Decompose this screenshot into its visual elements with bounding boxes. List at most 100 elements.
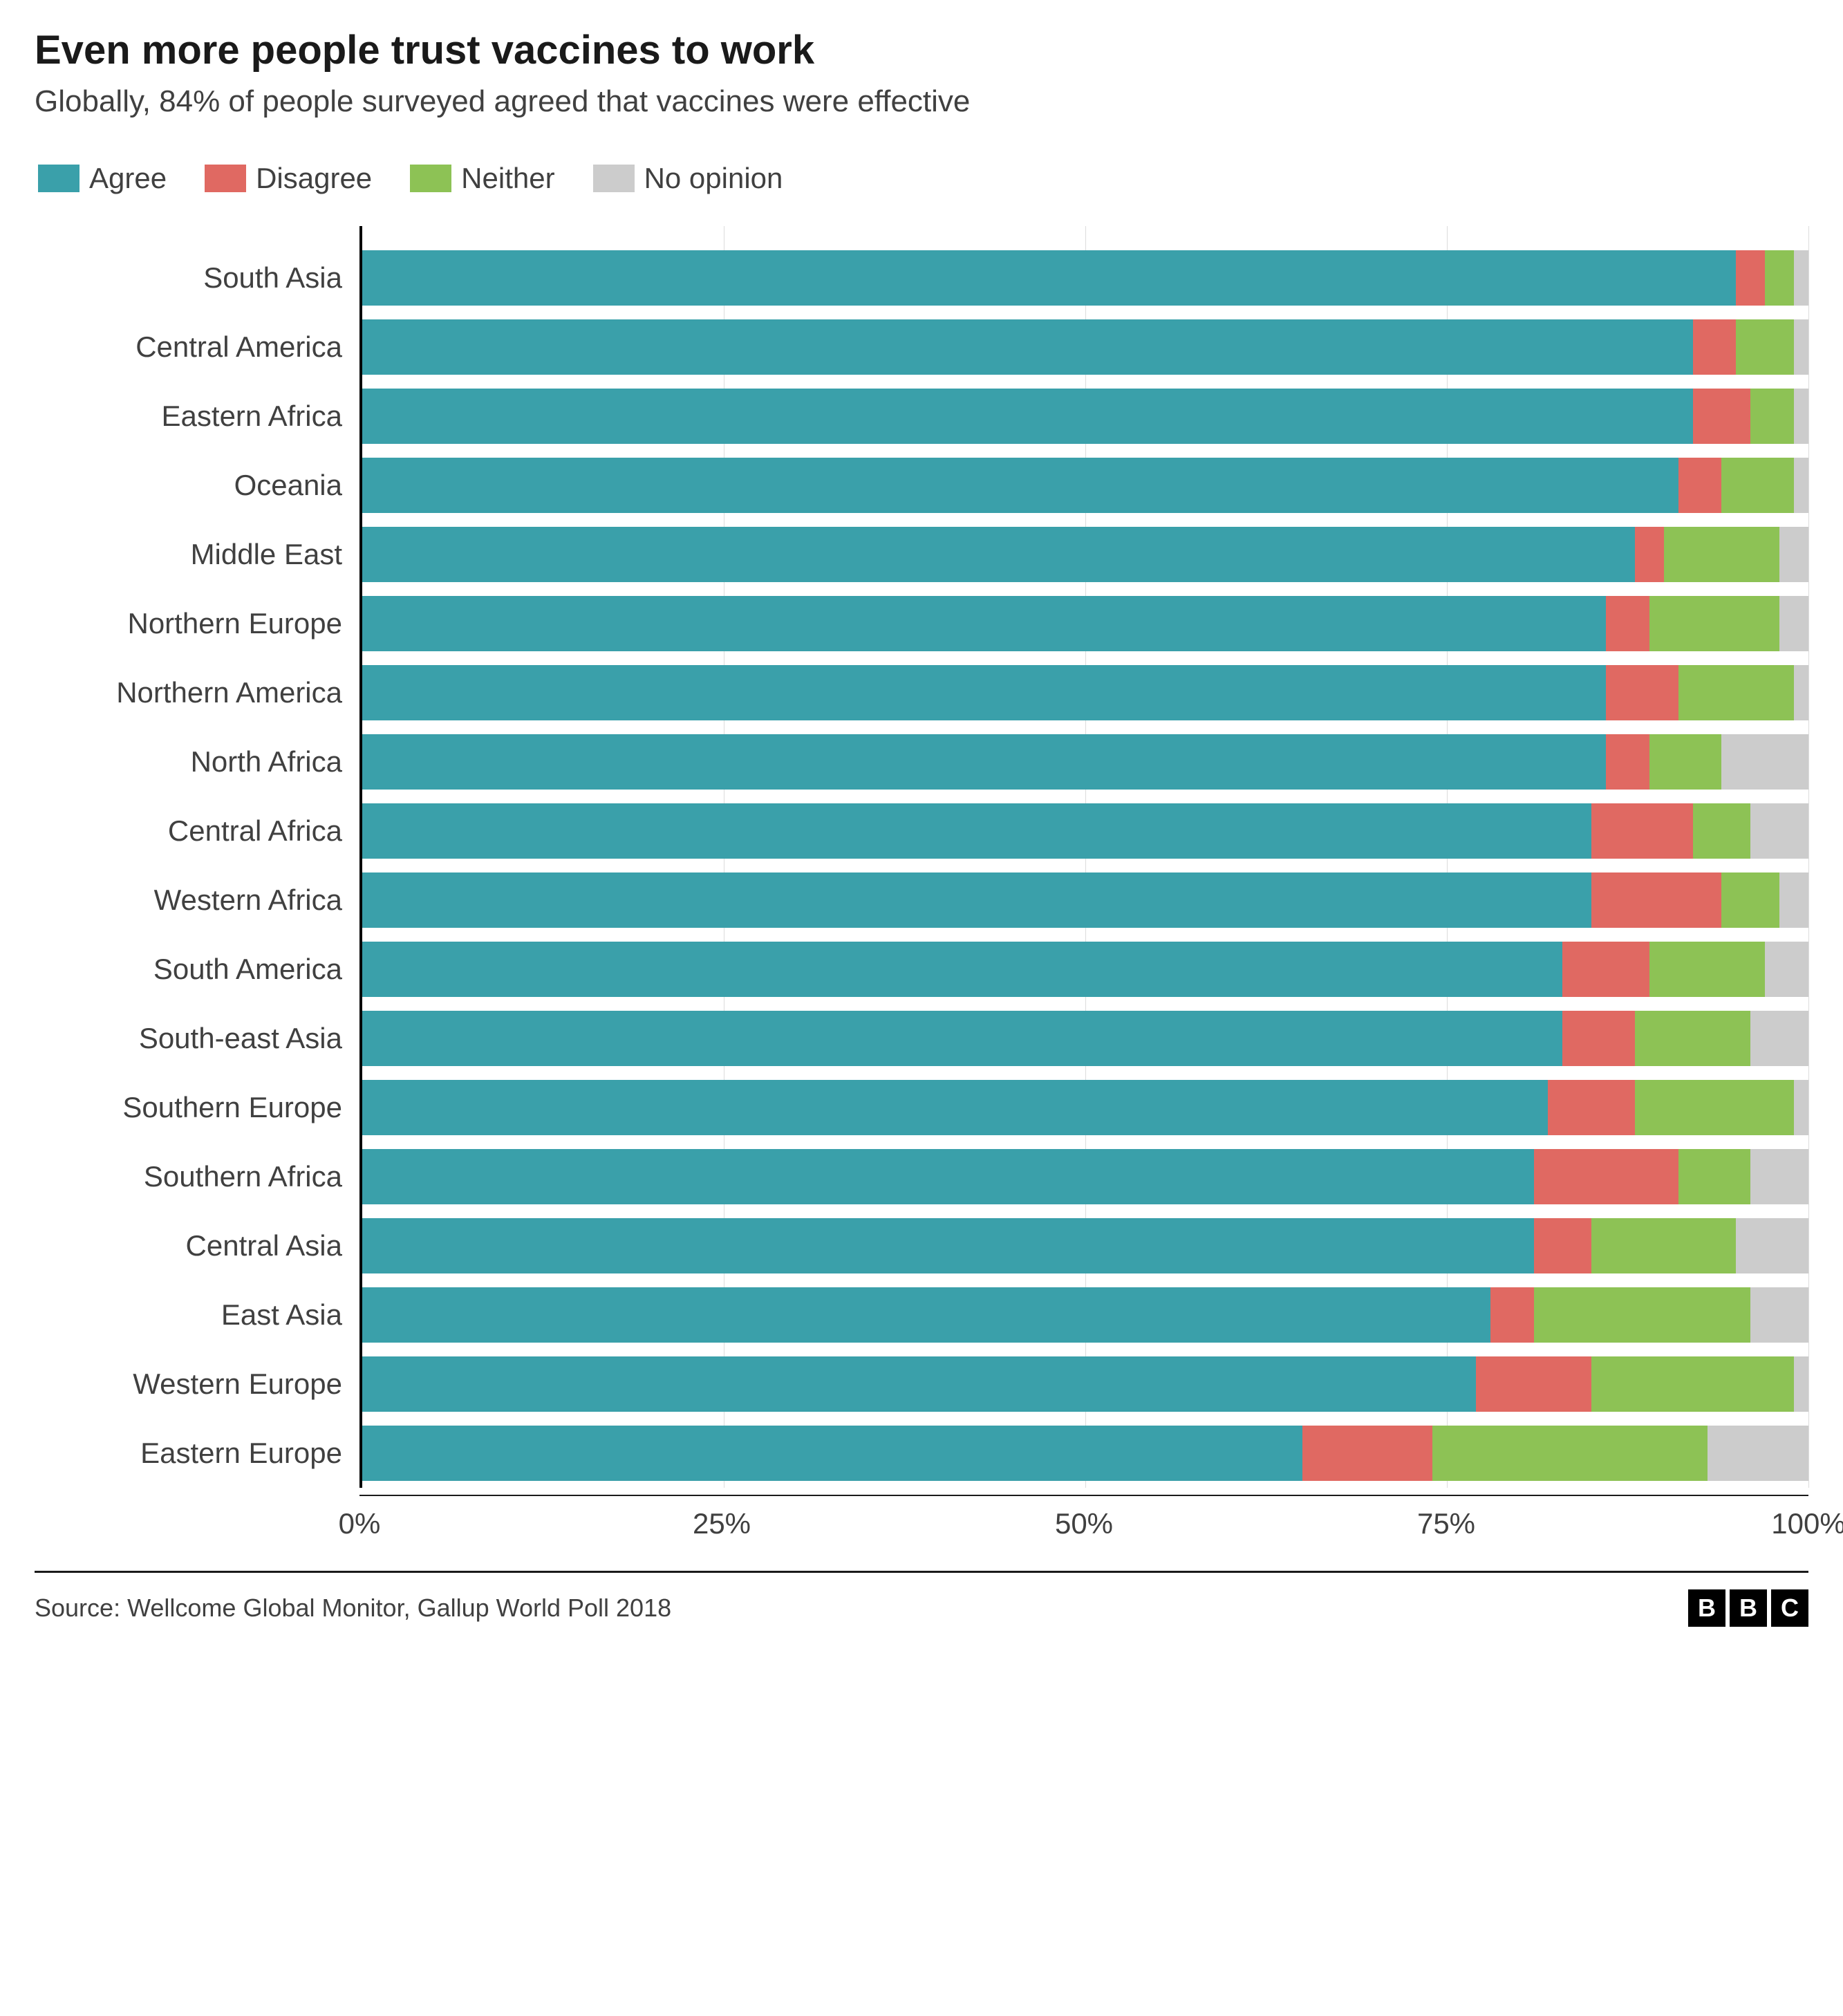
bar-segment-disagree bbox=[1678, 458, 1722, 513]
y-axis-label: Northern Europe bbox=[35, 589, 359, 658]
x-axis-tick: 75% bbox=[1417, 1507, 1475, 1540]
bbc-logo-box: B bbox=[1730, 1589, 1767, 1627]
legend-item: No opinion bbox=[593, 162, 783, 195]
bbc-logo-box: B bbox=[1688, 1589, 1725, 1627]
bar-row bbox=[362, 866, 1808, 935]
y-axis-label: Southern Africa bbox=[35, 1142, 359, 1211]
bar-segment-disagree bbox=[1693, 389, 1751, 444]
legend-label: Neither bbox=[461, 162, 554, 195]
y-axis-labels: South AsiaCentral AmericaEastern AfricaO… bbox=[35, 226, 359, 1488]
bar-segment-no_opinion bbox=[1750, 1149, 1808, 1204]
bar-segment-agree bbox=[362, 1218, 1534, 1273]
bar-segment-no_opinion bbox=[1779, 596, 1808, 651]
x-axis-tick: 100% bbox=[1771, 1507, 1843, 1540]
legend-swatch bbox=[205, 165, 246, 192]
bar-segment-neither bbox=[1649, 734, 1722, 790]
bar-segment-agree bbox=[362, 1356, 1476, 1412]
bar-segment-neither bbox=[1750, 389, 1794, 444]
bar-segment-agree bbox=[362, 1426, 1302, 1481]
stacked-bar bbox=[362, 527, 1808, 582]
bar-segment-no_opinion bbox=[1794, 665, 1808, 720]
y-axis-label: Central America bbox=[35, 312, 359, 382]
y-axis-label: Central Africa bbox=[35, 796, 359, 866]
y-axis-label: South Asia bbox=[35, 243, 359, 312]
bar-segment-disagree bbox=[1476, 1356, 1591, 1412]
bar-row bbox=[362, 1211, 1808, 1280]
bar-segment-agree bbox=[362, 250, 1736, 306]
bar-segment-disagree bbox=[1562, 1011, 1635, 1066]
bar-segment-neither bbox=[1693, 803, 1751, 859]
bar-segment-neither bbox=[1721, 458, 1794, 513]
legend-label: Disagree bbox=[256, 162, 372, 195]
y-axis-label: North Africa bbox=[35, 727, 359, 796]
stacked-bar bbox=[362, 1356, 1808, 1412]
bar-segment-neither bbox=[1432, 1426, 1707, 1481]
bar-row bbox=[362, 1073, 1808, 1142]
bar-row bbox=[362, 312, 1808, 382]
bar-row bbox=[362, 935, 1808, 1004]
bar-segment-agree bbox=[362, 1080, 1548, 1135]
legend-label: Agree bbox=[89, 162, 167, 195]
plot-area bbox=[359, 226, 1808, 1488]
legend-item: Agree bbox=[38, 162, 167, 195]
bar-row bbox=[362, 658, 1808, 727]
stacked-bar bbox=[362, 1011, 1808, 1066]
bar-segment-no_opinion bbox=[1750, 1287, 1808, 1343]
stacked-bar bbox=[362, 734, 1808, 790]
bar-row bbox=[362, 520, 1808, 589]
gridline bbox=[1808, 226, 1809, 1488]
legend-swatch bbox=[593, 165, 635, 192]
chart-container: Even more people trust vaccines to work … bbox=[0, 0, 1843, 1648]
bar-row bbox=[362, 243, 1808, 312]
stacked-bar bbox=[362, 250, 1808, 306]
bar-segment-agree bbox=[362, 734, 1606, 790]
bar-row bbox=[362, 1142, 1808, 1211]
footer: Source: Wellcome Global Monitor, Gallup … bbox=[35, 1571, 1808, 1627]
bar-segment-no_opinion bbox=[1721, 734, 1808, 790]
bar-segment-neither bbox=[1649, 942, 1765, 997]
bbc-logo: BBC bbox=[1688, 1589, 1808, 1627]
bar-segment-no_opinion bbox=[1794, 1080, 1808, 1135]
x-axis-tick: 25% bbox=[693, 1507, 751, 1540]
bar-segment-neither bbox=[1649, 596, 1779, 651]
bar-segment-no_opinion bbox=[1765, 942, 1808, 997]
bar-segment-agree bbox=[362, 596, 1606, 651]
bar-row bbox=[362, 382, 1808, 451]
stacked-bar bbox=[362, 1218, 1808, 1273]
y-axis-label: Middle East bbox=[35, 520, 359, 589]
y-axis-label: Northern America bbox=[35, 658, 359, 727]
bar-segment-agree bbox=[362, 803, 1591, 859]
bar-segment-no_opinion bbox=[1779, 527, 1808, 582]
bar-row bbox=[362, 451, 1808, 520]
bbc-logo-box: C bbox=[1771, 1589, 1808, 1627]
x-axis: 0%25%50%75%100% bbox=[359, 1495, 1808, 1550]
y-axis-label: East Asia bbox=[35, 1280, 359, 1350]
y-axis-label: South-east Asia bbox=[35, 1004, 359, 1073]
bar-segment-no_opinion bbox=[1794, 458, 1808, 513]
stacked-bar bbox=[362, 803, 1808, 859]
bar-segment-disagree bbox=[1548, 1080, 1635, 1135]
bar-segment-neither bbox=[1678, 665, 1794, 720]
bar-segment-neither bbox=[1664, 527, 1779, 582]
y-axis-label: Eastern Europe bbox=[35, 1419, 359, 1488]
stacked-bar bbox=[362, 872, 1808, 928]
legend-swatch bbox=[38, 165, 79, 192]
stacked-bar bbox=[362, 596, 1808, 651]
bar-segment-disagree bbox=[1302, 1426, 1432, 1481]
stacked-bar bbox=[362, 389, 1808, 444]
bar-segment-no_opinion bbox=[1750, 1011, 1808, 1066]
bar-segment-agree bbox=[362, 389, 1693, 444]
bar-segment-no_opinion bbox=[1794, 389, 1808, 444]
bar-segment-neither bbox=[1534, 1287, 1751, 1343]
stacked-bar bbox=[362, 665, 1808, 720]
bar-segment-disagree bbox=[1591, 872, 1721, 928]
x-axis-tick: 0% bbox=[339, 1507, 381, 1540]
bar-segment-neither bbox=[1765, 250, 1794, 306]
legend-item: Neither bbox=[410, 162, 554, 195]
chart-title: Even more people trust vaccines to work bbox=[35, 28, 1808, 74]
chart-subtitle: Globally, 84% of people surveyed agreed … bbox=[35, 82, 1808, 120]
bar-segment-neither bbox=[1736, 319, 1794, 375]
bar-segment-neither bbox=[1721, 872, 1779, 928]
bar-segment-disagree bbox=[1534, 1149, 1678, 1204]
bar-segment-agree bbox=[362, 1287, 1490, 1343]
